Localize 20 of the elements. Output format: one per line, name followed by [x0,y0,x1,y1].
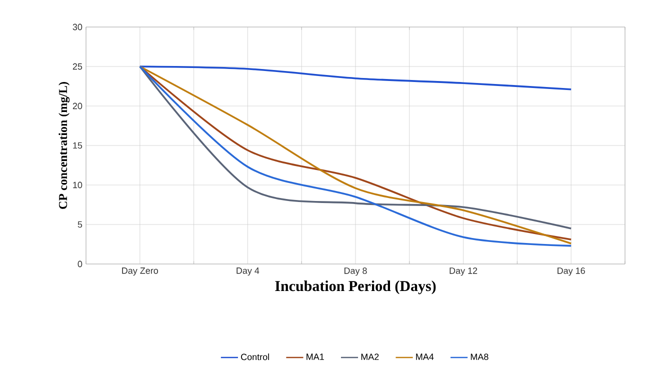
y-tick-label: 25 [72,63,82,70]
y-tick-label: 5 [78,221,82,228]
legend-label: Control [241,354,269,360]
line-series [139,66,572,90]
y-tick-label: 20 [72,102,82,110]
legend-label: MA2 [361,354,379,360]
x-tick-label: Day 12 [450,268,478,276]
x-tick-label: Day Zero [122,268,158,276]
y-tick-label: 0 [78,260,82,268]
legend-label: MA4 [416,354,434,360]
y-tick-label: 15 [73,142,82,149]
x-tick-label: Day 8 [344,268,367,276]
x-tick-label: Day 16 [558,268,585,276]
y-tick-label: 10 [73,182,82,188]
x-axis-title: Incubation Period (Days) [275,280,436,294]
legend-label: MA8 [470,354,488,360]
legend-label: MA1 [306,354,324,360]
y-axis-title: CP concentration (mg/L) [58,82,70,209]
y-tick-label: 30 [72,24,82,30]
x-tick-label: Day 4 [236,268,260,276]
